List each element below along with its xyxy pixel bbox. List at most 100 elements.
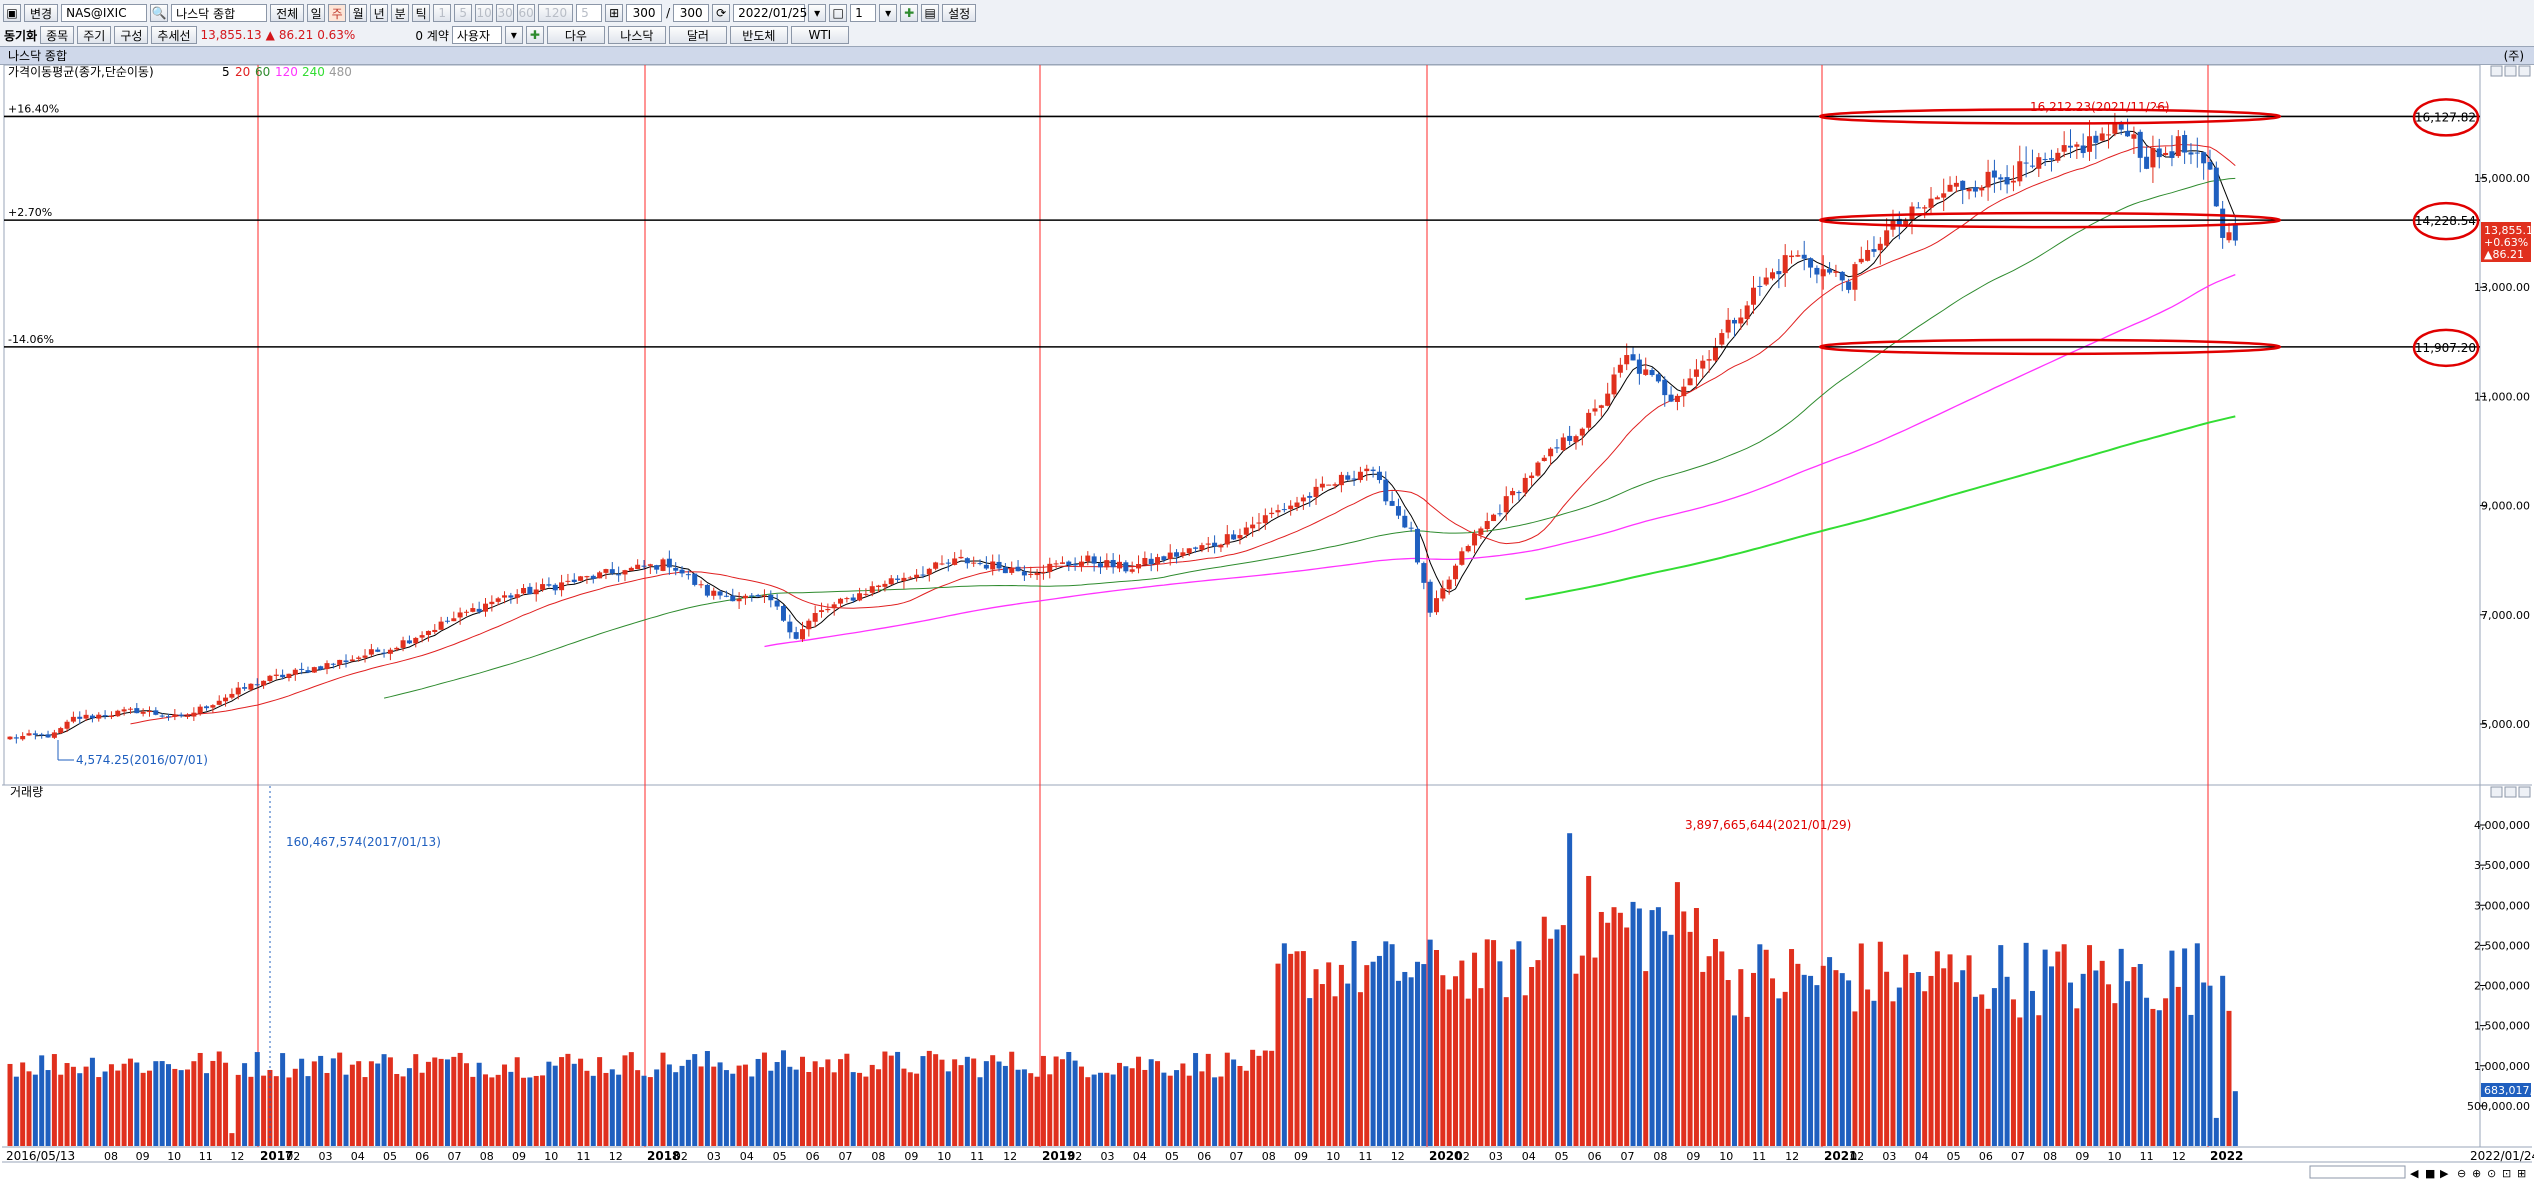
zoom-all-icon[interactable]: ⊞ <box>2517 1167 2526 1180</box>
all-button[interactable]: 전체 <box>270 4 305 22</box>
zoom-reset-icon[interactable]: ⊙ <box>2487 1167 2496 1180</box>
stop-icon[interactable]: ■ <box>2425 1167 2435 1180</box>
plus-icon[interactable]: ✚ <box>525 26 544 44</box>
interval-1-button[interactable]: 1 <box>433 4 452 22</box>
scroll-left-icon[interactable]: ◀ <box>2410 1167 2419 1180</box>
grid-icon[interactable]: ⊞ <box>605 4 624 22</box>
candle-body <box>920 574 926 576</box>
scrollbar-thumb[interactable] <box>2309 1165 2406 1179</box>
period-minute-tab[interactable]: 분 <box>391 4 410 22</box>
volume-bar <box>1085 1077 1091 1146</box>
candle-body <box>730 595 736 602</box>
candle-body <box>311 667 317 673</box>
volume-maximize-icon[interactable] <box>2490 786 2503 798</box>
panel-maximize-icon[interactable] <box>2490 65 2503 77</box>
settings-button[interactable]: 설정 <box>942 4 977 22</box>
volume-bar <box>235 1074 241 1146</box>
unit-dropdown-icon[interactable]: ▾ <box>879 4 898 22</box>
candle-body <box>1446 579 1452 590</box>
volume-bar <box>108 1064 114 1146</box>
change-button[interactable]: 변경 <box>24 4 59 22</box>
level-value-label: 11,907.20 <box>2415 341 2476 355</box>
volume-restore-icon[interactable] <box>2504 786 2517 798</box>
candle-body <box>1966 188 1972 192</box>
volume-bar <box>635 1070 641 1146</box>
period-day-tab[interactable]: 일 <box>307 4 326 22</box>
count-input-2[interactable]: 300 <box>673 4 710 22</box>
volume-bar <box>1896 987 1902 1146</box>
date-input[interactable]: 2022/01/25 <box>733 4 807 22</box>
candle-body <box>514 594 520 598</box>
item-button[interactable]: 종목 <box>40 26 75 44</box>
volume-bar <box>1110 1074 1116 1146</box>
candle-body <box>127 708 133 710</box>
candle-body <box>1097 563 1103 568</box>
volume-bar <box>1269 1050 1275 1146</box>
period-week-tab[interactable]: 주 <box>328 4 347 22</box>
checkbox-icon[interactable]: □ <box>829 4 848 22</box>
candle-body <box>1928 198 1934 208</box>
volume-bar <box>685 1059 691 1146</box>
volume-close-icon[interactable] <box>2518 786 2531 798</box>
x-axis-month-label: 12 <box>609 1150 623 1163</box>
window-icon[interactable]: ▣ <box>3 4 21 22</box>
volume-bar <box>1212 1077 1218 1146</box>
volume-panel-controls[interactable] <box>2490 786 2531 798</box>
search-icon[interactable]: 🔍 <box>150 4 169 22</box>
volume-bar <box>2220 975 2226 1146</box>
current-volume-tag-box <box>2481 1083 2531 1097</box>
candle-body <box>1649 370 1655 376</box>
period-year-tab[interactable]: 년 <box>370 4 389 22</box>
add-icon[interactable]: ✚ <box>900 4 919 22</box>
candle-body <box>1700 360 1706 369</box>
trendline-button[interactable]: 추세선 <box>151 26 197 44</box>
interval-120-button[interactable]: 120 <box>538 4 574 22</box>
zoom-fit-icon[interactable]: ⊡ <box>2502 1167 2511 1180</box>
refresh-icon[interactable]: ⟳ <box>712 4 731 22</box>
candle-body <box>39 734 45 736</box>
calendar-dropdown-icon[interactable]: ▾ <box>808 4 827 22</box>
layout-icon[interactable]: ▤ <box>921 4 940 22</box>
volume-bar <box>660 1052 666 1146</box>
interval-input[interactable]: 5 <box>576 4 603 22</box>
compose-button[interactable]: 구성 <box>114 26 149 44</box>
x-axis-month-label: 12 <box>1391 1150 1405 1163</box>
period-month-tab[interactable]: 월 <box>349 4 368 22</box>
panel-close-icon[interactable] <box>2518 65 2531 77</box>
chart-title: 나스닥 종합 <box>8 49 68 63</box>
dollar-button[interactable]: 달러 <box>668 26 727 44</box>
volume-bar <box>1459 960 1465 1146</box>
volume-bar <box>730 1073 736 1146</box>
period-tick-tab[interactable]: 틱 <box>412 4 431 22</box>
scroll-right-icon[interactable]: ▶ <box>2440 1167 2449 1180</box>
panel-restore-icon[interactable] <box>2504 65 2517 77</box>
interval-60-button[interactable]: 60 <box>517 4 536 22</box>
candle-body <box>1560 437 1566 451</box>
dow-button[interactable]: 다우 <box>546 26 605 44</box>
x-axis-month-label: 02 <box>286 1150 300 1163</box>
candle-body <box>831 604 837 609</box>
interval-5-button[interactable]: 5 <box>454 4 473 22</box>
x-axis-start-date: 2016/05/13 <box>6 1149 75 1163</box>
user-select[interactable]: 사용자 <box>451 26 502 44</box>
interval-30-button[interactable]: 30 <box>496 4 515 22</box>
wti-button[interactable]: WTI <box>790 26 849 44</box>
nasdaq-button[interactable]: 나스닥 <box>607 26 666 44</box>
volume-bar <box>495 1074 501 1146</box>
volume-bar <box>2169 950 2175 1146</box>
current-volume-tag: 683,017,660 <box>2481 1083 2534 1097</box>
volume-bar <box>1706 956 1712 1146</box>
zoom-in-icon[interactable]: ⊕ <box>2472 1167 2481 1180</box>
period-button[interactable]: 주기 <box>77 26 112 44</box>
count-input-1[interactable]: 300 <box>626 4 663 22</box>
volume-bar <box>1053 1056 1059 1146</box>
symbol-input[interactable]: NAS@IXIC <box>61 4 148 22</box>
price-panel-controls[interactable] <box>2490 65 2531 77</box>
zoom-out-icon[interactable]: ⊖ <box>2457 1167 2466 1180</box>
candle-body <box>1751 287 1756 305</box>
unit-select[interactable]: 1 <box>850 4 877 22</box>
user-dropdown-icon[interactable]: ▾ <box>504 26 523 44</box>
semiconductor-button[interactable]: 반도체 <box>729 26 788 44</box>
interval-10-button[interactable]: 10 <box>475 4 494 22</box>
